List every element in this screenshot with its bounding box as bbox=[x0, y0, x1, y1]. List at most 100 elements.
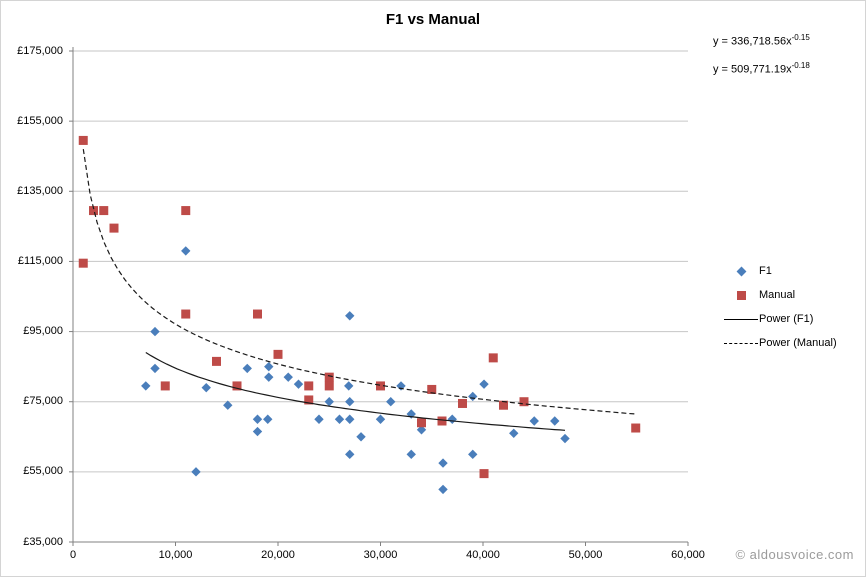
f1-point bbox=[479, 379, 489, 389]
f1-point bbox=[181, 246, 191, 256]
x-axis-label: 40,000 bbox=[466, 549, 500, 561]
legend-item-f1: F1 bbox=[723, 259, 837, 283]
equation-exponent: -0.18 bbox=[791, 61, 810, 70]
f1-point bbox=[345, 449, 355, 460]
manual-point bbox=[109, 223, 119, 233]
manual-point bbox=[181, 206, 191, 216]
f1-point bbox=[438, 484, 448, 495]
y-axis-label: £35,000 bbox=[23, 535, 63, 548]
dashed-line-icon bbox=[724, 342, 758, 344]
legend-marker-cell bbox=[723, 318, 759, 320]
f1-point bbox=[406, 449, 416, 460]
f1-point bbox=[252, 426, 263, 437]
manual-point bbox=[99, 206, 109, 216]
f1-point bbox=[150, 326, 160, 337]
f1-point bbox=[529, 416, 539, 426]
manual-point bbox=[499, 400, 508, 410]
x-axis-label: 10,000 bbox=[158, 549, 193, 561]
equation-base: y = 336,718.56x bbox=[713, 35, 792, 48]
equation-base: y = 509,771.19x bbox=[713, 63, 792, 76]
f1-point bbox=[314, 414, 324, 424]
manual-point bbox=[427, 384, 437, 394]
legend: F1 Manual Power (F1) Power (Manual) bbox=[723, 259, 837, 355]
diamond-icon bbox=[736, 266, 746, 276]
trendline-power-f1 bbox=[145, 351, 566, 431]
manual-point bbox=[212, 356, 221, 366]
f1-point bbox=[263, 414, 273, 424]
manual-point bbox=[304, 395, 314, 405]
f1-point bbox=[344, 381, 354, 391]
manual-point bbox=[78, 258, 88, 268]
legend-label: F1 bbox=[759, 265, 772, 277]
y-axis-label: £155,000 bbox=[17, 114, 63, 127]
equation-exponent: -0.15 bbox=[791, 33, 810, 42]
f1-point bbox=[252, 414, 263, 424]
manual-point bbox=[78, 135, 88, 145]
f1-point bbox=[509, 428, 519, 438]
manual-point bbox=[273, 349, 283, 359]
manual-point bbox=[324, 381, 334, 391]
f1-point bbox=[468, 449, 478, 460]
manual-point bbox=[437, 416, 447, 426]
f1-point bbox=[356, 432, 366, 442]
square-icon bbox=[736, 290, 746, 300]
f1-point bbox=[468, 391, 478, 402]
y-axis-label: £115,000 bbox=[17, 254, 63, 267]
manual-point bbox=[376, 381, 385, 391]
manual-point bbox=[417, 418, 426, 428]
watermark: © aldousvoice.com bbox=[735, 547, 854, 562]
manual-point bbox=[181, 309, 191, 319]
legend-marker-cell bbox=[723, 290, 759, 300]
f1-point bbox=[293, 379, 304, 389]
chart-title: F1 vs Manual bbox=[385, 11, 481, 28]
f1-point bbox=[283, 372, 293, 382]
manual-point bbox=[304, 381, 314, 391]
y-axis-label: £95,000 bbox=[23, 325, 63, 338]
solid-line-icon bbox=[724, 318, 758, 320]
f1-point bbox=[334, 414, 345, 424]
f1-point bbox=[560, 433, 570, 444]
manual-point bbox=[324, 372, 334, 382]
legend-item-power-manual: Power (Manual) bbox=[723, 331, 837, 355]
f1-point bbox=[141, 381, 151, 391]
f1-point bbox=[386, 397, 396, 407]
legend-label: Power (F1) bbox=[759, 313, 814, 325]
x-axis-label: 0 bbox=[69, 549, 77, 561]
trendline-equation-manual: y = 509,771.19x-0.18 bbox=[713, 61, 810, 76]
y-axis-label: £135,000 bbox=[17, 184, 63, 197]
f1-point bbox=[438, 458, 448, 468]
manual-point bbox=[479, 469, 489, 479]
f1-point bbox=[345, 397, 355, 407]
legend-item-power-f1: Power (F1) bbox=[723, 307, 837, 331]
x-axis-label: 30,000 bbox=[363, 549, 398, 561]
f1-point bbox=[550, 416, 560, 426]
legend-label: Manual bbox=[759, 289, 796, 301]
x-axis-label: 50,000 bbox=[568, 549, 603, 561]
f1-point bbox=[191, 467, 201, 477]
legend-marker-cell bbox=[723, 266, 759, 276]
f1-point bbox=[324, 397, 334, 407]
f1-point bbox=[345, 311, 355, 321]
manual-point bbox=[253, 309, 262, 319]
manual-point bbox=[458, 398, 467, 408]
f1-point bbox=[201, 382, 211, 393]
manual-point bbox=[160, 381, 170, 391]
legend-marker-cell bbox=[723, 342, 759, 344]
manual-point bbox=[89, 206, 98, 216]
f1-point bbox=[223, 400, 233, 410]
x-axis-label: 20,000 bbox=[261, 549, 295, 561]
trendline-equation-f1: y = 336,718.56x-0.15 bbox=[713, 33, 810, 48]
y-axis-label: £55,000 bbox=[23, 465, 63, 478]
f1-point bbox=[242, 363, 252, 374]
f1-point bbox=[416, 425, 427, 435]
y-axis-label: £75,000 bbox=[23, 395, 63, 408]
f1-point bbox=[345, 414, 355, 424]
f1-point bbox=[264, 361, 274, 372]
f1-point bbox=[447, 414, 457, 424]
legend-item-manual: Manual bbox=[723, 283, 837, 307]
legend-label: Power (Manual) bbox=[759, 337, 837, 349]
y-axis-label: £175,000 bbox=[17, 44, 63, 57]
manual-point bbox=[519, 397, 529, 407]
